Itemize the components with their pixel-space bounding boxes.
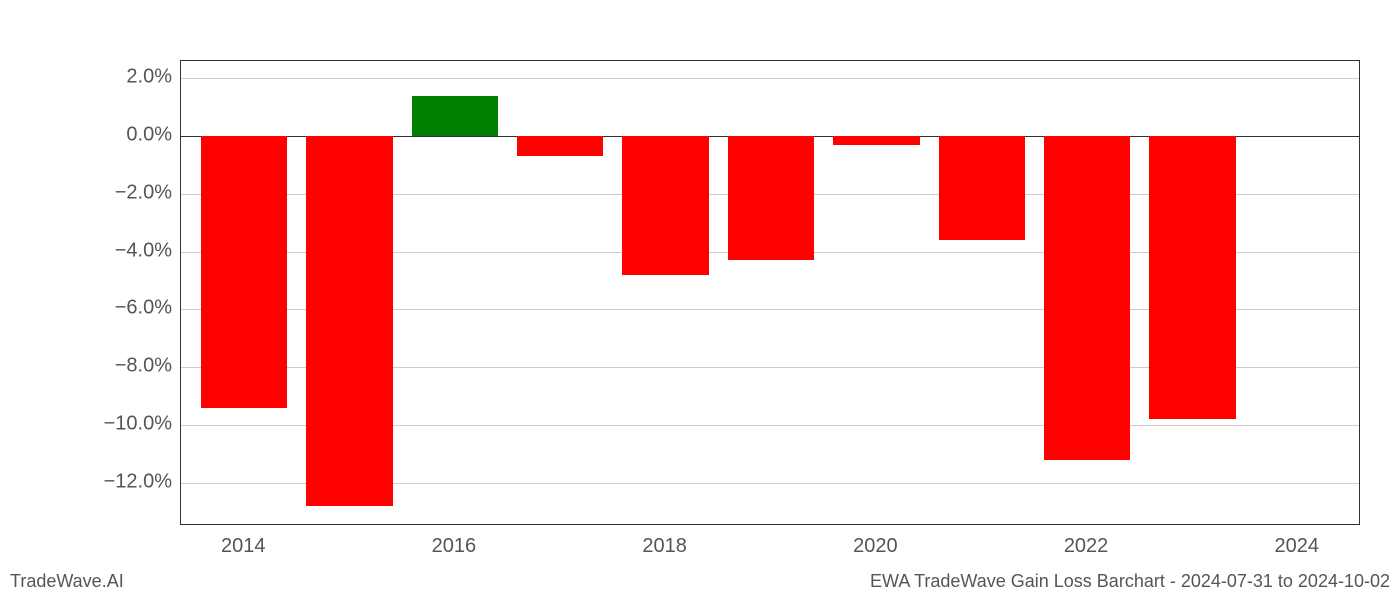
bar [306,136,392,506]
y-tick-label: −12.0% [72,470,172,493]
bar [622,136,708,275]
y-tick-label: −8.0% [72,355,172,378]
bar [1149,136,1235,419]
y-tick-label: 2.0% [72,66,172,89]
x-tick-label: 2018 [642,535,687,558]
y-tick-label: 0.0% [72,124,172,147]
x-tick-label: 2020 [853,535,898,558]
bar [833,136,919,145]
y-tick-label: −10.0% [72,412,172,435]
grid-line [181,78,1359,79]
watermark-right: EWA TradeWave Gain Loss Barchart - 2024-… [870,571,1390,592]
x-tick-label: 2014 [221,535,266,558]
y-tick-label: −4.0% [72,239,172,262]
bar [201,136,287,407]
watermark-left: TradeWave.AI [10,571,124,592]
bar [939,136,1025,240]
chart-plot-area [180,60,1360,525]
x-tick-label: 2022 [1064,535,1109,558]
x-tick-label: 2016 [432,535,477,558]
bar [412,96,498,136]
bar [1044,136,1130,459]
bar [728,136,814,260]
y-tick-label: −2.0% [72,181,172,204]
y-tick-label: −6.0% [72,297,172,320]
x-tick-label: 2024 [1275,535,1320,558]
bar [517,136,603,156]
